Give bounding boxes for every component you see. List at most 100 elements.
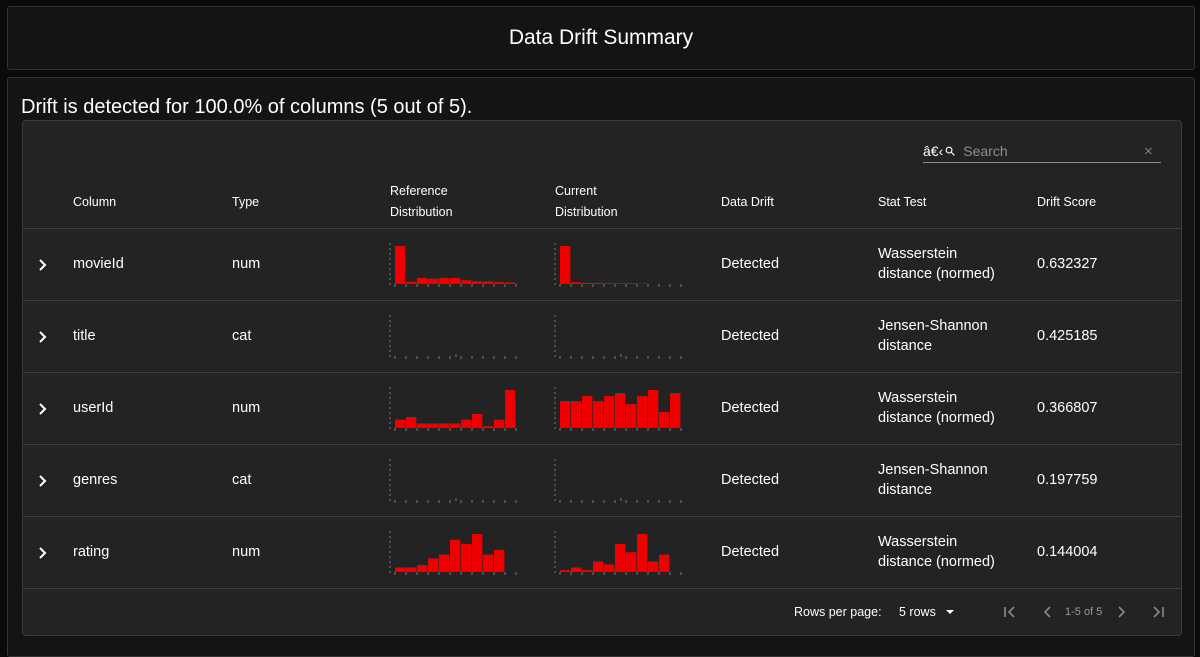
histogram-bar	[494, 282, 504, 284]
first-page-icon[interactable]	[1001, 603, 1019, 621]
histogram-bar	[659, 412, 669, 428]
current-distribution-histogram	[554, 457, 684, 505]
search-input[interactable]	[963, 143, 1144, 159]
row-stat-test-line1: Wasserstein	[878, 244, 995, 264]
histogram-bar	[571, 401, 581, 428]
row-stat-test-line2: distance (normed)	[878, 552, 995, 572]
column-header-column[interactable]: Column	[73, 192, 116, 213]
current-distribution-histogram	[554, 385, 684, 433]
histogram-bar	[604, 396, 614, 428]
histogram-bar	[461, 544, 471, 572]
expand-chevron-icon[interactable]	[33, 399, 53, 419]
histogram-bar	[505, 282, 515, 284]
histogram-bar	[450, 540, 460, 572]
search-icon	[945, 143, 955, 159]
row-data-drift: Detected	[721, 254, 779, 274]
row-drift-score: 0.144004	[1037, 542, 1097, 562]
reference-distribution-histogram	[389, 313, 519, 361]
histogram-bar	[615, 544, 625, 572]
expand-chevron-icon[interactable]	[33, 471, 53, 491]
histogram-bar	[494, 420, 504, 428]
histogram-bar	[637, 396, 647, 428]
last-page-icon[interactable]	[1149, 603, 1167, 621]
column-header-reference-line2: Distribution	[390, 202, 453, 223]
expand-chevron-icon[interactable]	[33, 543, 53, 563]
row-type: cat	[232, 470, 251, 490]
histogram-bar	[439, 423, 449, 428]
column-header-stat-test[interactable]: Stat Test	[878, 192, 926, 213]
rows-per-page-label: Rows per page:	[794, 605, 882, 619]
row-type: num	[232, 254, 260, 274]
reference-distribution-histogram	[389, 385, 519, 433]
column-header-current-distribution[interactable]: Current Distribution	[555, 181, 618, 223]
row-type: cat	[232, 326, 251, 346]
column-header-current-line2: Distribution	[555, 202, 618, 223]
pagination-range: 1-5 of 5	[1065, 606, 1102, 618]
histogram-bar	[648, 390, 658, 428]
histogram-bar	[505, 390, 515, 428]
histogram-bar	[637, 534, 647, 572]
histogram-bar	[417, 278, 427, 284]
dropdown-arrow-icon[interactable]	[941, 603, 959, 621]
histogram-bar	[582, 396, 592, 428]
histogram-bar	[626, 283, 636, 284]
reference-distribution-histogram	[389, 457, 519, 505]
row-drift-score: 0.197759	[1037, 470, 1097, 490]
histogram-bar	[472, 281, 482, 284]
histogram-bar	[582, 570, 592, 572]
histogram-bar	[560, 570, 570, 572]
search-box: â€‹	[923, 139, 1161, 163]
row-drift-score: 0.366807	[1037, 398, 1097, 418]
row-stat-test-line1: Wasserstein	[878, 532, 995, 552]
histogram-bar	[417, 565, 427, 572]
expand-chevron-icon[interactable]	[33, 255, 53, 275]
rows-per-page-select[interactable]: 5 rows	[899, 605, 936, 619]
row-column-name: movieId	[73, 254, 124, 274]
histogram-bar	[593, 401, 603, 428]
reference-distribution-histogram	[389, 241, 519, 289]
column-header-drift-score[interactable]: Drift Score	[1037, 192, 1096, 213]
row-stat-test-line2: distance (normed)	[878, 264, 995, 284]
histogram-bar	[483, 555, 493, 572]
column-header-reference-line1: Reference	[390, 181, 453, 202]
histogram-bar	[439, 555, 449, 572]
current-distribution-histogram	[554, 313, 684, 361]
histogram-bar	[582, 283, 592, 284]
row-type: num	[232, 398, 260, 418]
column-header-current-line1: Current	[555, 181, 618, 202]
column-header-type[interactable]: Type	[232, 192, 259, 213]
row-data-drift: Detected	[721, 326, 779, 346]
histogram-bar	[571, 282, 581, 284]
histogram-bar	[461, 420, 471, 428]
previous-page-icon[interactable]	[1039, 603, 1057, 621]
histogram-bar	[560, 401, 570, 428]
row-column-name: rating	[73, 542, 109, 562]
histogram-bar	[483, 426, 493, 428]
histogram-bar	[450, 278, 460, 284]
histogram-bar	[626, 552, 636, 572]
expand-chevron-icon[interactable]	[33, 327, 53, 347]
current-distribution-histogram	[554, 529, 684, 577]
histogram-bar	[428, 558, 438, 572]
histogram-bar	[615, 283, 625, 284]
histogram-bar	[604, 564, 614, 572]
histogram-bar	[395, 420, 405, 428]
column-header-data-drift[interactable]: Data Drift	[721, 192, 774, 213]
next-page-icon[interactable]	[1112, 603, 1130, 621]
histogram-bar	[406, 417, 416, 428]
histogram-bar	[494, 550, 504, 572]
drift-summary-text: Drift is detected for 100.0% of columns …	[21, 96, 472, 119]
clear-search-icon[interactable]	[1144, 144, 1153, 158]
row-column-name: title	[73, 326, 96, 346]
column-header-reference-distribution[interactable]: Reference Distribution	[390, 181, 453, 223]
row-type: num	[232, 542, 260, 562]
histogram-bar	[439, 278, 449, 284]
